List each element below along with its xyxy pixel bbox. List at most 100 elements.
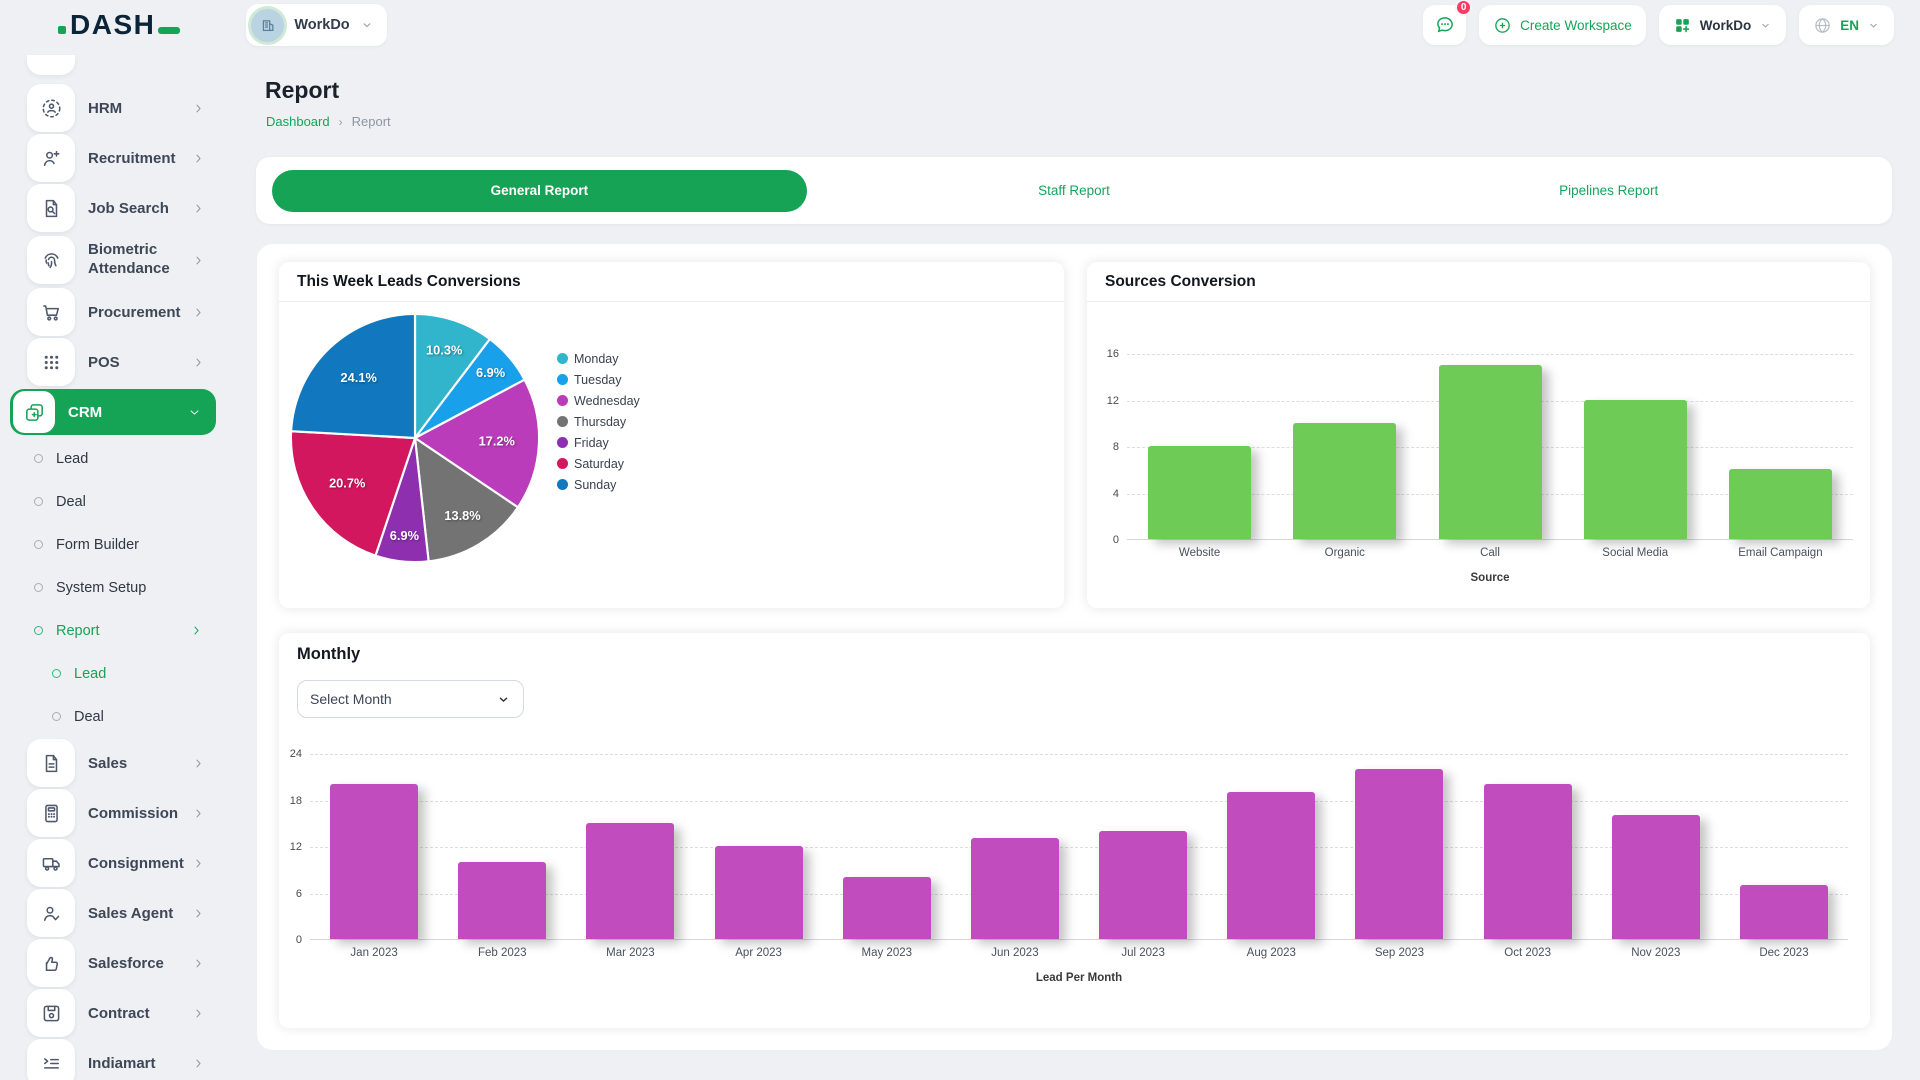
bar-slot [1207, 791, 1335, 939]
sidebar-item-job-search[interactable]: Job Search [0, 183, 256, 233]
bar-plot: 0 4 8 12 16 [1107, 348, 1853, 546]
chevron-right-icon [191, 806, 206, 821]
tab-general-report[interactable]: General Report [272, 169, 807, 212]
sidebar-subitem-system-setup[interactable]: System Setup [0, 566, 256, 609]
bar-jan-2023[interactable] [330, 784, 419, 939]
sidebar-subitem-deal[interactable]: Deal [0, 480, 256, 523]
sidebar-items: HRM Recruitment Job Search Biometric Attend… [0, 83, 256, 1080]
x-category-label: Jan 2023 [350, 947, 398, 959]
bar-jun-2023[interactable] [970, 838, 1059, 939]
bar-sep-2023[interactable] [1355, 768, 1444, 939]
legend-item-wednesday[interactable]: Wednesday [557, 390, 640, 411]
legend-item-thursday[interactable]: Thursday [557, 411, 640, 432]
create-workspace-button[interactable]: Create Workspace [1479, 5, 1646, 45]
pie-slice-wednesday[interactable] [412, 378, 541, 509]
pie-slice-monday[interactable] [413, 312, 492, 442]
language-selector[interactable]: EN [1799, 5, 1894, 45]
tab-pipelines-report[interactable]: Pipelines Report [1341, 170, 1876, 212]
legend-item-monday[interactable]: Monday [557, 348, 640, 369]
bar-jul-2023[interactable] [1099, 830, 1188, 939]
bar-social-media[interactable] [1583, 399, 1687, 539]
pie-label-sunday: 24.1% [341, 370, 378, 385]
bar-feb-2023[interactable] [458, 861, 547, 939]
app-switcher-button[interactable]: WorkDo [1658, 5, 1787, 45]
bar-mar-2023[interactable] [586, 822, 675, 939]
tab-staff-report[interactable]: Staff Report [807, 170, 1342, 212]
bullet-icon [34, 540, 43, 549]
salesforce-icon [27, 939, 75, 987]
sidebar-item-sales[interactable]: Sales [0, 738, 256, 788]
bar-website[interactable] [1148, 446, 1252, 539]
legend-dot-icon [557, 458, 568, 469]
sidebar-item-label: Sales [88, 754, 128, 772]
bar-may-2023[interactable] [842, 877, 931, 939]
bullet-icon [34, 454, 43, 463]
bar-dec-2023[interactable] [1739, 884, 1828, 939]
sidebar-subitem-lead[interactable]: Lead [0, 437, 256, 480]
report-panel: This Week Leads Conversions 10.3% 6.9% 17.… [257, 244, 1892, 1050]
sidebar-item-sales-agent[interactable]: Sales Agent [0, 888, 256, 938]
sidebar-subitem-form-builder[interactable]: Form Builder [0, 523, 256, 566]
sidebar-item-salesforce[interactable]: Salesforce [0, 938, 256, 988]
y-tick-label: 24 [289, 748, 302, 760]
sidebar-subsubitem-deal[interactable]: Deal [0, 695, 256, 738]
bar-organic[interactable] [1293, 422, 1397, 539]
bar-slot [1335, 768, 1463, 939]
sidebar-item-label: Commission [88, 804, 179, 822]
monthly-leads-chart: 0 6 12 18 24 Jan 2023 Feb 2023 Mar 2023 Apr 2023… [290, 748, 1848, 984]
bar-slot [1720, 884, 1848, 939]
x-category-label: May 2023 [861, 947, 913, 959]
sidebar-item-contract[interactable]: Contract [0, 988, 256, 1038]
bar-apr-2023[interactable] [714, 846, 803, 939]
bar-aug-2023[interactable] [1227, 791, 1316, 939]
breadcrumb-dashboard-link[interactable]: Dashboard [266, 114, 330, 129]
x-axis-title: Source [1470, 572, 1510, 584]
chevron-right-icon [191, 1056, 206, 1071]
legend-item-saturday[interactable]: Saturday [557, 453, 640, 474]
pie-label-tuesday: 6.9% [476, 365, 506, 380]
pie-slice-thursday[interactable] [413, 435, 520, 563]
weekly-leads-card-title: This Week Leads Conversions [279, 262, 1064, 302]
bar-slot [1272, 422, 1417, 539]
sidebar-item-indiamart[interactable]: Indiamart [0, 1038, 256, 1080]
chevron-right-icon [191, 201, 206, 216]
sidebar-item-recruitment[interactable]: Recruitment [0, 133, 256, 183]
pie-slice-sunday[interactable] [289, 312, 417, 440]
bars-row [310, 754, 1848, 939]
chevron-right-icon [191, 1006, 206, 1021]
sidebar-subitem-report[interactable]: Report [0, 609, 256, 652]
select-month-dropdown[interactable]: Select Month [297, 680, 524, 718]
workspace-selector[interactable]: WorkDo [246, 4, 387, 46]
sidebar-item-procurement[interactable]: Procurement [0, 287, 256, 337]
chevron-right-icon [191, 856, 206, 871]
bar-slot [1079, 830, 1207, 939]
bar-nov-2023[interactable] [1611, 815, 1700, 939]
sidebar-subitem-label: Deal [74, 708, 104, 725]
logo-text: DASH [70, 9, 156, 40]
sidebar-item-label: CRM [68, 403, 103, 421]
bullet-icon [34, 583, 43, 592]
x-category-label: Jun 2023 [991, 947, 1039, 959]
pie-slice-saturday[interactable] [289, 430, 417, 558]
gridline [310, 754, 1848, 755]
x-category-label: Organic [1324, 547, 1365, 559]
sidebar-item-commission[interactable]: Commission [0, 788, 256, 838]
sidebar-item-hrm[interactable]: HRM [0, 83, 256, 133]
sidebar-item-pos[interactable]: POS [0, 337, 256, 387]
sidebar-subsubitem-lead[interactable]: Lead [0, 652, 256, 695]
breadcrumb-current: Report [351, 114, 391, 129]
bar-call[interactable] [1438, 364, 1542, 539]
bar-oct-2023[interactable] [1483, 784, 1572, 939]
legend-item-tuesday[interactable]: Tuesday [557, 369, 640, 390]
legend-item-friday[interactable]: Friday [557, 432, 640, 453]
sidebar-item-consignment[interactable]: Consignment [0, 838, 256, 888]
breadcrumb: Dashboard › Report [266, 114, 391, 129]
messages-button[interactable]: 0 [1423, 0, 1473, 45]
sidebar-item-biometric-attendance[interactable]: Biometric Attendance [0, 233, 256, 287]
bullet-icon [52, 712, 61, 721]
commission-icon [27, 789, 75, 837]
sidebar-item-crm[interactable]: CRM [10, 389, 216, 435]
legend-item-sunday[interactable]: Sunday [557, 474, 640, 495]
chevron-right-icon [191, 253, 206, 268]
bar-email-campaign[interactable] [1728, 469, 1832, 539]
